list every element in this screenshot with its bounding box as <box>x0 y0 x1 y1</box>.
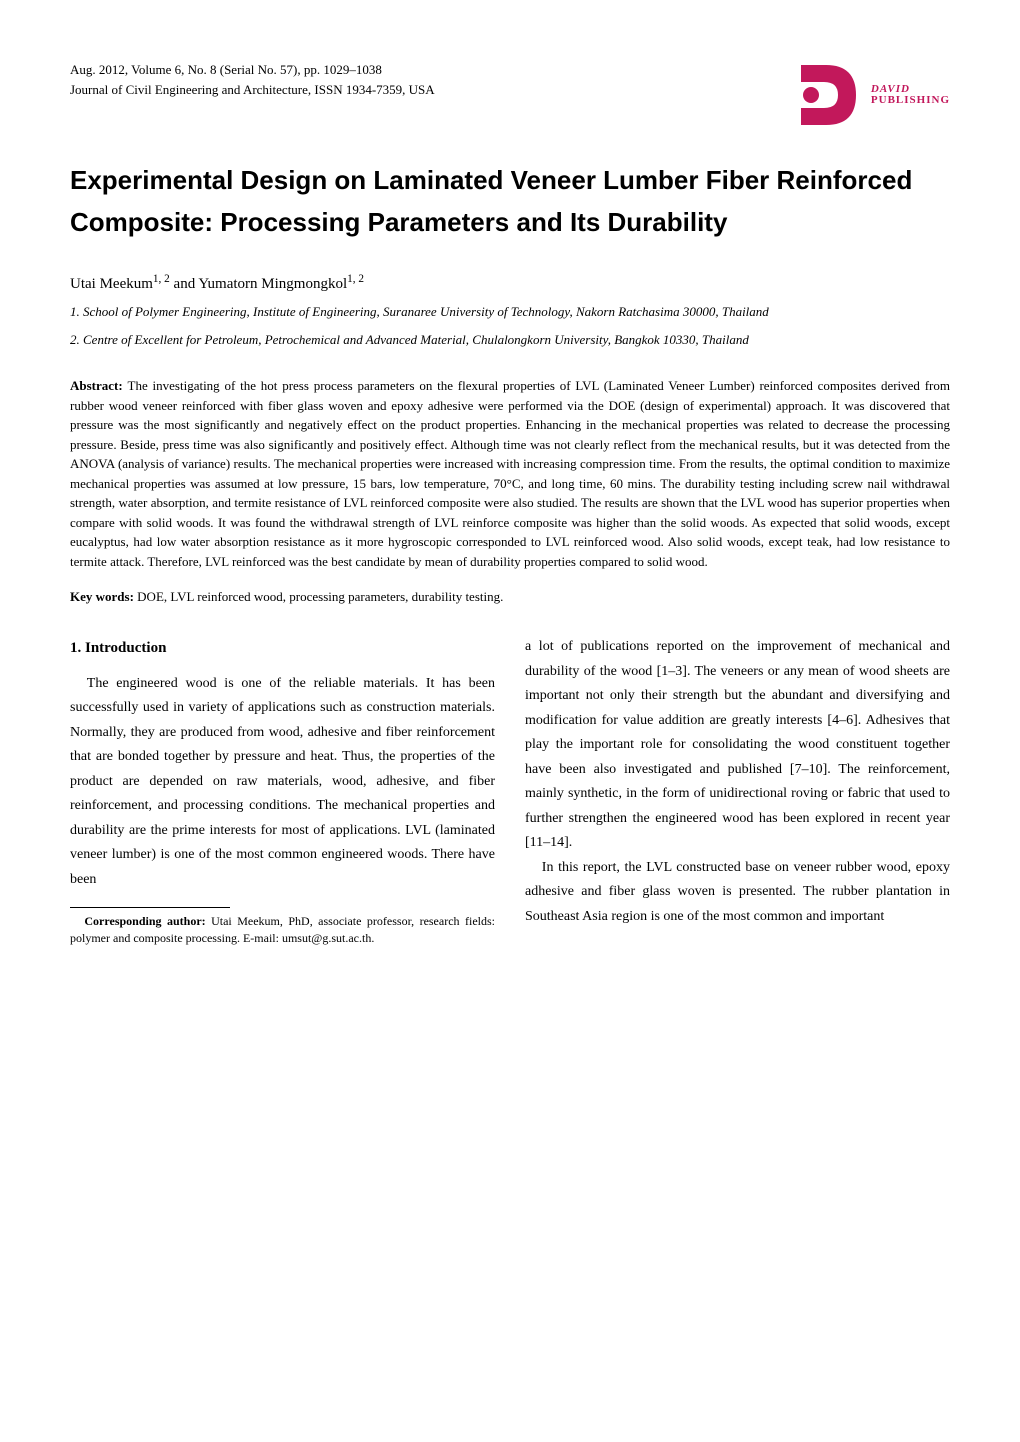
d-logo-icon <box>786 60 866 130</box>
authors-line: Utai Meekum1, 2 and Yumatorn Mingmongkol… <box>70 273 950 293</box>
keywords-text: DOE, LVL reinforced wood, processing par… <box>137 589 503 604</box>
publication-info: Aug. 2012, Volume 6, No. 8 (Serial No. 5… <box>70 60 435 99</box>
left-column: 1. Introduction The engineered wood is o… <box>70 635 495 946</box>
corresponding-author-footnote: Corresponding author: Utai Meekum, PhD, … <box>70 913 495 947</box>
affiliation-1: 1. School of Polymer Engineering, Instit… <box>70 301 950 323</box>
pub-line-2: Journal of Civil Engineering and Archite… <box>70 80 435 100</box>
keywords-block: Key words: DOE, LVL reinforced wood, pro… <box>70 589 950 605</box>
footnote-separator <box>70 907 230 908</box>
abstract-block: Abstract: The investigating of the hot p… <box>70 376 950 571</box>
logo-publishing-text: PUBLISHING <box>871 95 950 106</box>
intro-para-right-1: a lot of publications reported on the im… <box>525 635 950 856</box>
paper-title: Experimental Design on Laminated Veneer … <box>70 160 950 243</box>
logo-text: DAVID PUBLISHING <box>871 84 950 106</box>
author-and: and Yumatorn Mingmongkol <box>170 276 347 292</box>
pub-line-1: Aug. 2012, Volume 6, No. 8 (Serial No. 5… <box>70 60 435 80</box>
publisher-logo: DAVID PUBLISHING <box>786 60 950 130</box>
abstract-label: Abstract: <box>70 378 128 393</box>
footnote-label: Corresponding author: <box>84 914 211 928</box>
intro-para-right-2: In this report, the LVL constructed base… <box>525 856 950 930</box>
affiliation-2: 2. Centre of Excellent for Petroleum, Pe… <box>70 329 950 351</box>
author-1-affil: 1, 2 <box>153 273 170 285</box>
abstract-text: The investigating of the hot press proce… <box>70 378 950 569</box>
author-1: Utai Meekum <box>70 276 153 292</box>
author-2-affil: 1, 2 <box>347 273 364 285</box>
section-1-heading: 1. Introduction <box>70 635 495 661</box>
header-row: Aug. 2012, Volume 6, No. 8 (Serial No. 5… <box>70 60 950 130</box>
two-column-body: 1. Introduction The engineered wood is o… <box>70 635 950 946</box>
intro-para-left: The engineered wood is one of the reliab… <box>70 672 495 893</box>
keywords-label: Key words: <box>70 589 137 604</box>
right-column: a lot of publications reported on the im… <box>525 635 950 946</box>
